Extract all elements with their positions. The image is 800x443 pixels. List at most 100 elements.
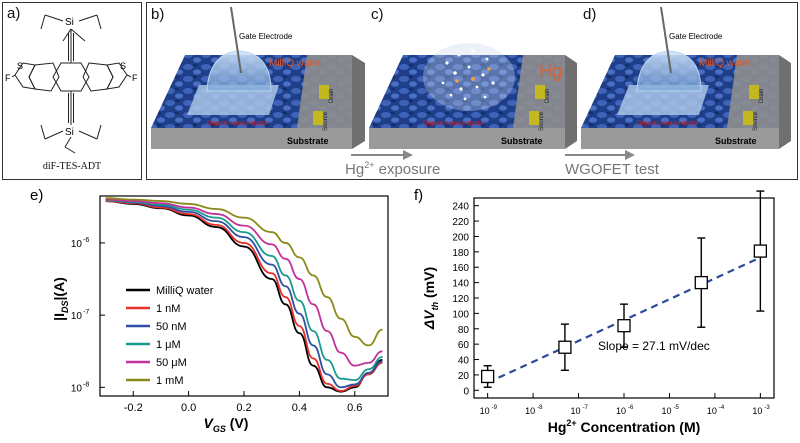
panel-a-label: a): [7, 5, 21, 22]
f-x-tick-exponent: -6: [628, 405, 634, 411]
si-top-label: Si: [65, 17, 74, 28]
b-gate-label: Gate Electrode: [239, 32, 293, 41]
e-series-line: [105, 199, 383, 389]
b-drain-label: Drain: [329, 89, 335, 103]
f-x-tick-label: 10: [752, 406, 762, 416]
f-data-point: [753, 244, 768, 258]
f-y-tick-label: 20: [458, 371, 470, 382]
f-y-tick-label: 180: [452, 248, 469, 259]
e-x-tick-label: 0.4: [292, 402, 307, 414]
c-drain-label: Drain: [545, 89, 551, 103]
e-series-line: [105, 199, 383, 382]
arrow-exposure: [351, 150, 413, 160]
f-data-point: [617, 319, 631, 333]
f-x-tick-exponent: -7: [583, 405, 589, 411]
f-y-tick-label: 0: [463, 386, 469, 397]
e-legend-label: MilliQ water: [156, 285, 214, 297]
panel-e: e) -0.20.00.20.40.6 10-510-610-710-8 Mil…: [30, 165, 400, 438]
transfer-curves-chart: e) -0.20.00.20.40.6 10-510-610-710-8 Mil…: [30, 165, 389, 434]
s-left-label: S: [17, 61, 23, 71]
e-x-axis: -0.2 0.0 0.2 0.4 0.6: [124, 391, 362, 414]
panel-f-label: f): [414, 187, 423, 204]
f-x-tick-label: 10: [661, 406, 671, 416]
f-x-tick-exponent: -9: [492, 405, 498, 411]
f-x-tick-label: 10: [616, 406, 626, 416]
device-d: [581, 6, 791, 149]
e-y-tick-label: 10: [71, 239, 83, 250]
f-x-tick-label: 10: [707, 406, 717, 416]
e-series-line: [105, 198, 383, 367]
f-y-tick-label: 160: [452, 263, 469, 274]
b-substrate-label: Substrate: [287, 136, 329, 146]
e-x-tick-label: 0.0: [181, 402, 196, 414]
f-y-tick-label: 220: [452, 217, 469, 228]
d-drain-label: Drain: [759, 89, 765, 103]
c-organic-label: Organic semiconductor: [423, 121, 485, 127]
f-x-axis-title: Hg2+ Concentration (M): [548, 418, 701, 435]
e-legend-label: 1 nM: [156, 303, 180, 315]
e-legend: MilliQ water 1 nM 50 nM 1 μM 50 μM 1 mM: [126, 285, 214, 387]
threshold-shift-chart: f) 10 -9 10 -8 10 -7 10 -6 10 -5 10 -4 10 -3 02040608…: [414, 187, 775, 435]
f-data-point: [480, 369, 495, 384]
panel-c-label: c): [371, 6, 384, 23]
e-y-tick-label: 10: [71, 383, 83, 394]
f-y-tick-label: 100: [452, 309, 469, 320]
f-x-tick-exponent: -4: [719, 405, 725, 411]
e-series-line: [105, 200, 383, 392]
s-right-label: S: [120, 61, 126, 71]
e-legend-label: 1 μM: [156, 339, 181, 351]
f-x-tick-label: 10: [525, 406, 535, 416]
c-substrate-label: Substrate: [501, 136, 543, 146]
device-c: [369, 43, 577, 149]
e-x-tick-label: 0.6: [347, 402, 362, 414]
e-legend-label: 50 nM: [156, 321, 187, 333]
f-left-label: F: [5, 73, 11, 83]
si-bottom-label: Si: [65, 127, 74, 138]
device-schematics: Gate Electrode MilliQ water Organic semi…: [151, 6, 791, 178]
device-b: [151, 6, 365, 149]
arrow-test-label: WGOFET test: [565, 161, 660, 178]
b-organic-label: Organic semiconductor: [207, 121, 269, 127]
d-gate-label: Gate Electrode: [669, 32, 723, 41]
f-x-tick-label: 10: [480, 406, 490, 416]
e-series-line: [105, 197, 383, 347]
panel-a: a) Si S S F F Si diF-TES-ADT: [2, 2, 142, 180]
f-x-tick-exponent: -3: [764, 405, 770, 411]
e-series-group: [105, 197, 383, 393]
panel-e-label: e): [30, 187, 43, 204]
arrow-test: [565, 150, 635, 160]
molecule-diagram: Si S S F F Si: [5, 14, 138, 154]
f-y-axis-title: ΔVth (mV): [421, 267, 440, 330]
f-y-tick-label: 120: [452, 294, 469, 305]
e-legend-label: 1 mM: [156, 375, 184, 387]
b-water-label: MilliQ water: [269, 58, 322, 69]
c-source-label: Source: [539, 111, 545, 131]
d-organic-label: Organic semiconductor: [637, 121, 699, 127]
f-y-tick-label: 200: [452, 232, 469, 243]
e-y-tick-exponent: -7: [83, 309, 89, 316]
d-source-label: Source: [753, 111, 759, 131]
f-points-group: [480, 190, 768, 388]
f-y-tick-label: 240: [452, 202, 469, 213]
e-y-tick-exponent: -8: [83, 381, 89, 388]
f-right-label: F: [132, 73, 138, 83]
e-x-tick-label: -0.2: [124, 402, 143, 414]
panel-bcd: Gate Electrode MilliQ water Organic semi…: [146, 2, 798, 180]
e-x-tick-label: 0.2: [236, 402, 251, 414]
f-x-tick-label: 10: [571, 406, 581, 416]
f-y-tick-label: 140: [452, 279, 469, 290]
c-hg-label: Hg: [539, 61, 562, 81]
f-y-tick-label: 40: [458, 356, 470, 367]
e-y-axis-title: |IDS|(A): [51, 277, 70, 321]
d-substrate-label: Substrate: [715, 136, 757, 146]
e-y-tick-exponent: -6: [83, 237, 89, 244]
f-y-tick-label: 60: [458, 340, 470, 351]
plot-frame-f: [473, 197, 775, 399]
f-x-tick-exponent: -5: [673, 405, 679, 411]
f-data-point: [694, 275, 708, 290]
d-water-label: MilliQ water: [699, 58, 752, 69]
panel-d-label: d): [583, 6, 596, 23]
f-y-axis: 0 20 40 60 80 100 120 140 160 180 200 220 240: [452, 202, 479, 397]
e-x-axis-title: VGS (V): [204, 415, 249, 434]
b-source-label: Source: [323, 111, 329, 131]
